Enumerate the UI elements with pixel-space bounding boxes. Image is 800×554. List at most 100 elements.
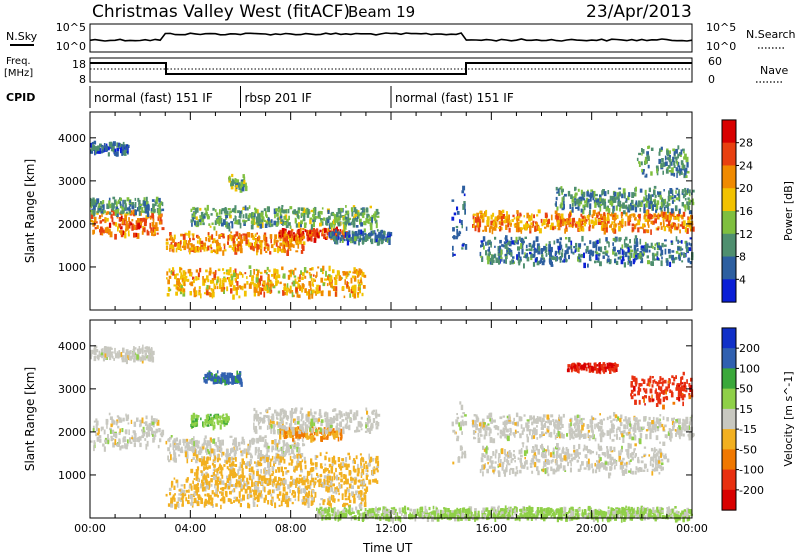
echo-cell (550, 214, 553, 221)
echo-cell (347, 210, 350, 215)
echo-cell (265, 221, 269, 226)
echo-cell (282, 494, 286, 500)
echo-cell (687, 257, 690, 263)
echo-cell (277, 467, 280, 473)
echo-cell (340, 462, 342, 466)
echo-cell (137, 197, 140, 202)
echo-cell (119, 230, 121, 233)
echo-cell (212, 238, 216, 241)
echo-cell (216, 468, 219, 474)
echo-cell (278, 439, 281, 445)
echo-cell (99, 143, 101, 146)
echo-cell (174, 503, 177, 510)
echo-cell (663, 206, 666, 212)
echo-cell (356, 495, 360, 498)
echo-cell (256, 209, 259, 214)
echo-cell (145, 215, 148, 220)
echo-cell (127, 439, 129, 444)
echo-cell (231, 489, 235, 493)
echo-cell (374, 478, 377, 483)
echo-cell (381, 234, 384, 240)
echo-cell (360, 458, 362, 464)
echo-cell (205, 501, 209, 504)
echo-cell (307, 479, 309, 485)
echo-cell (238, 491, 241, 497)
echo-cell (300, 207, 304, 211)
echo-cell (380, 229, 384, 234)
echo-cell (681, 189, 684, 194)
echo-cell (250, 233, 254, 238)
echo-cell (118, 350, 121, 355)
echo-cell (550, 257, 553, 260)
echo-cell (360, 502, 363, 505)
echo-cell (266, 287, 269, 294)
echo-cell (227, 498, 231, 502)
echo-cell (633, 253, 636, 259)
echo-cell (211, 462, 214, 466)
echo-cell (207, 450, 210, 455)
echo-cell (498, 210, 501, 216)
echo-cell (670, 216, 673, 220)
echo-cell (677, 153, 679, 159)
echo-cell (252, 501, 256, 507)
echo-cell (620, 213, 623, 219)
echo-cell (578, 227, 581, 232)
echo-cell (559, 237, 562, 241)
echo-cell (263, 291, 266, 298)
echo-cell (350, 237, 353, 241)
echo-cell (389, 235, 391, 240)
echo-cell (306, 233, 309, 236)
echo-cell (240, 181, 243, 187)
echo-cell (159, 438, 162, 443)
echo-cell (490, 242, 492, 248)
echo-cell (330, 480, 333, 486)
echo-cell (175, 479, 178, 484)
echo-cell (146, 231, 150, 236)
echo-cell (357, 463, 359, 470)
echo-cell (574, 200, 577, 206)
echo-cell (641, 152, 643, 156)
echo-cell (525, 248, 529, 251)
echo-cell (326, 283, 329, 287)
echo-cell (291, 235, 294, 238)
echo-cell (271, 445, 274, 451)
echo-cell (496, 216, 500, 221)
echo-cell (134, 433, 137, 439)
echo-cell (582, 204, 586, 208)
echo-cell (264, 480, 267, 485)
echo-cell (100, 352, 104, 356)
echo-cell (260, 212, 264, 217)
echo-cell (361, 468, 365, 475)
echo-cell (315, 462, 318, 467)
echo-cell (191, 497, 193, 503)
echo-cell (369, 456, 373, 463)
echo-cell (491, 259, 494, 265)
echo-cell (293, 275, 297, 278)
echo-cell (505, 224, 508, 230)
echo-cell (133, 442, 136, 448)
echo-cell (173, 438, 176, 443)
echo-cell (489, 259, 492, 265)
echo-cell (118, 223, 122, 228)
echo-cell (498, 221, 502, 225)
echo-cell (204, 475, 208, 481)
echo-cell (167, 447, 170, 452)
echo-cell (278, 483, 281, 487)
echo-cell (615, 260, 619, 265)
echo-cell (236, 281, 239, 286)
echo-cell (635, 238, 638, 242)
echo-cell (192, 452, 196, 457)
echo-cell (598, 246, 601, 251)
echo-cell (119, 143, 122, 147)
echo-cell (318, 481, 321, 488)
echo-cell (355, 491, 358, 496)
echo-cell (301, 289, 303, 293)
echo-cell (247, 239, 250, 244)
echo-cell (247, 217, 250, 221)
echo-cell (192, 279, 195, 284)
echo-cell (682, 211, 686, 217)
echo-cell (313, 229, 317, 235)
echo-cell (613, 229, 617, 234)
echo-cell (210, 247, 213, 250)
echo-cell (631, 223, 635, 227)
